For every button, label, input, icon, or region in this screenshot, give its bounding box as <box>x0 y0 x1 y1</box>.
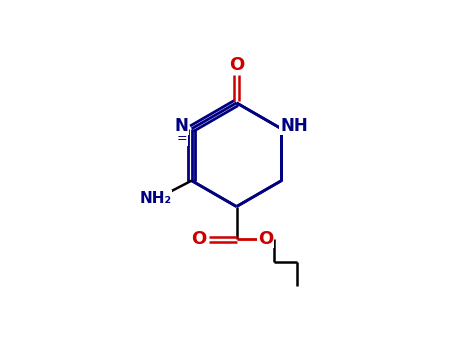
Text: O: O <box>191 230 206 247</box>
Text: NH₂: NH₂ <box>140 191 172 206</box>
Text: NH: NH <box>280 117 308 135</box>
Text: O: O <box>229 56 244 74</box>
Text: O: O <box>258 230 273 247</box>
Text: =: = <box>177 132 187 145</box>
Text: N: N <box>175 117 189 135</box>
